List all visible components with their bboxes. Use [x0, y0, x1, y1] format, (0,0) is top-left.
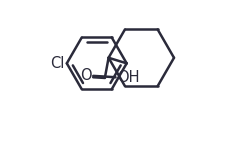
Text: Cl: Cl — [50, 56, 65, 71]
Text: OH: OH — [117, 70, 139, 85]
Text: O: O — [81, 68, 92, 83]
